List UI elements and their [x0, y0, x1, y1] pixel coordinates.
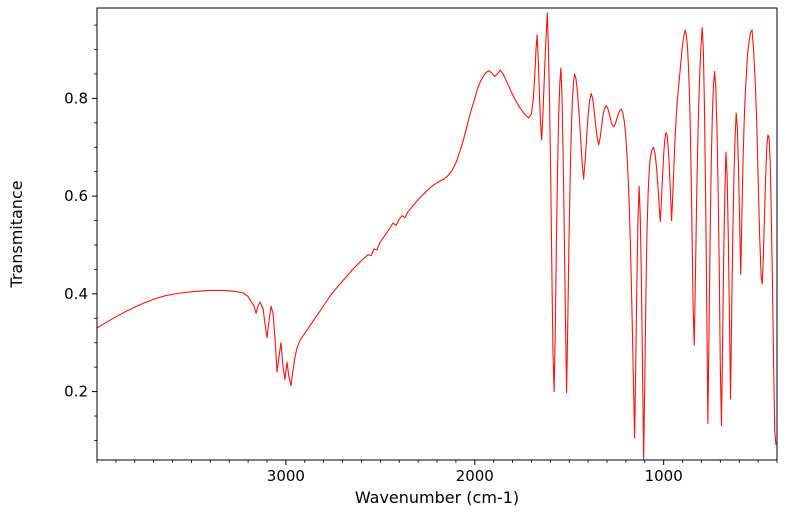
y-tick-label: 0.2 [64, 383, 88, 401]
spectrum-line-layer [97, 12, 777, 460]
plot-background [97, 8, 777, 460]
axis-tick-labels: 3000 2000 1000 0.2 0.4 0.6 0.8 [64, 90, 683, 486]
y-tick-label: 0.8 [64, 90, 88, 108]
spectrum-trace [97, 12, 777, 460]
x-tick-label: 1000 [645, 467, 683, 485]
x-axis-label: Wavenumber (cm-1) [355, 488, 519, 507]
x-tick-label: 2000 [456, 467, 494, 485]
y-tick-label: 0.6 [64, 187, 88, 205]
y-tick-label: 0.4 [64, 285, 88, 303]
plot-frame [96, 7, 778, 461]
x-tick-label: 3000 [267, 467, 305, 485]
y-axis-label: Transmitance [7, 180, 26, 288]
